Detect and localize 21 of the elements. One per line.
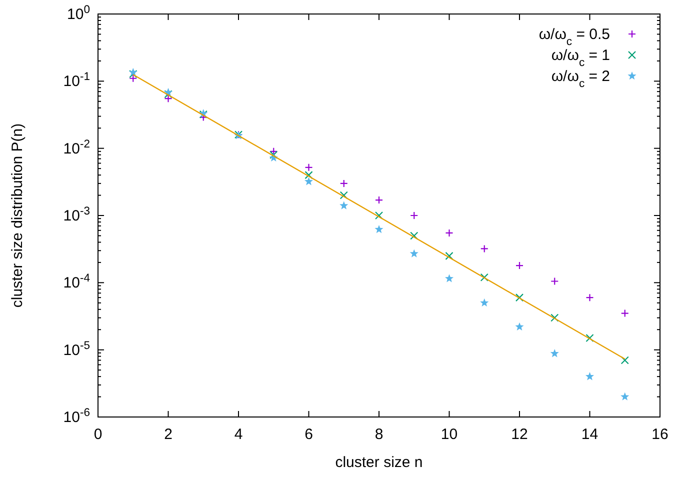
x-tick-label: 10 (440, 426, 458, 443)
x-tick-label: 14 (581, 426, 598, 443)
y-tick-label: 10$^{0}$ (67, 4, 90, 23)
x-tick-label: 0 (94, 426, 102, 443)
y-tick-label: 10$^{-2}$ (63, 138, 90, 158)
x-tick-label: 12 (511, 426, 528, 443)
x-tick-label: 4 (234, 426, 243, 443)
y-axis-title: cluster size distribution P(n) (9, 123, 26, 308)
y-tick-label: 10$^{-6}$ (63, 407, 90, 426)
x-tick-label: 16 (652, 426, 668, 443)
y-tick-label: 10$^{-3}$ (63, 206, 90, 224)
y-tick-label: 10$^{-5}$ (63, 340, 90, 359)
y-tick-label: 10$^{-4}$ (63, 272, 90, 292)
legend-label: ω/ω$_{c}$ = 1 (551, 47, 610, 69)
x-axis-title: cluster size n (335, 454, 423, 471)
x-tick-label: 6 (304, 426, 313, 443)
legend-label: ω/ω$_{c}$ = 2 (551, 68, 610, 90)
legend-label: ω/ω$_{c}$ = 0.5 (538, 26, 610, 48)
x-tick-label: 2 (164, 426, 172, 443)
x-tick-label: 8 (374, 426, 384, 443)
y-tick-label: 10$^{-1}$ (63, 71, 90, 90)
